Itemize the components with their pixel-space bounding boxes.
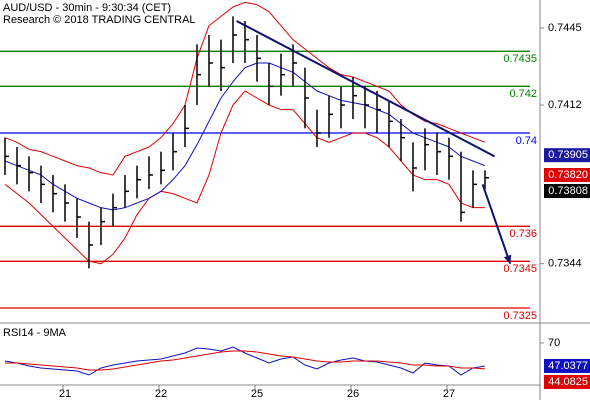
bollinger-upper [4,1,486,176]
price-marker [544,358,590,373]
x-tick-label: 21 [59,388,71,400]
price-marker-label: 0.73820 [548,169,588,181]
price-marker [544,184,590,198]
x-tick-label: 25 [251,388,263,400]
chart-title: AUD/USD - 30min - 9:30:34 (CET) [3,2,171,14]
x-tick-label: 27 [443,388,455,400]
y-tick-label: 0.7344 [548,258,582,270]
x-tick-label: 22 [155,388,167,400]
rsi-tick-label: 70 [548,337,560,349]
price-marker-label: 0.73808 [548,185,588,197]
arrow-head [503,254,512,264]
x-tick-label: 26 [347,388,359,400]
level-label: 0.7345 [503,263,537,275]
arrow [481,184,512,264]
level-label: 0.74 [516,135,537,147]
level-label: 0.736 [509,228,537,240]
rsi-line [4,346,486,376]
moving-average [4,62,486,211]
chart-subtitle: Research © 2018 TRADING CENTRAL [3,14,196,26]
level-label: 0.7435 [503,53,537,65]
price-marker-label: 47.0377 [548,360,588,372]
price-marker [544,168,590,182]
price-marker [544,374,590,389]
y-tick-label: 0.7412 [548,99,582,111]
y-tick-label: 0.7445 [548,22,582,34]
level-label: 0.742 [509,88,537,100]
bollinger-lower [4,90,485,265]
price-marker-label: 0.73905 [548,149,588,161]
price-marker-label: 44.0825 [548,376,588,388]
rsi-line [5,350,486,371]
price-marker [544,148,590,163]
trendline [236,20,496,158]
level-label: 0.7325 [503,310,537,322]
rsi-title: RSI14 - 9MA [3,327,67,339]
